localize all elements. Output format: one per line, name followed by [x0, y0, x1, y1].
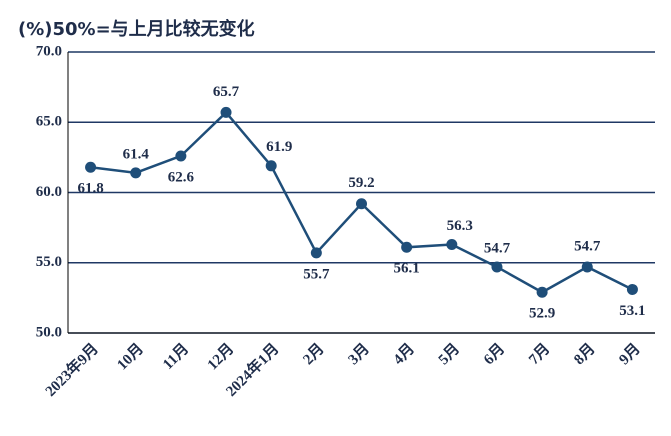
y-tick-label: 65.0: [36, 114, 62, 130]
point: [175, 150, 187, 162]
y-tick-label: 60.0: [36, 184, 62, 200]
point: [491, 261, 503, 273]
point: [446, 238, 458, 250]
point: [85, 161, 97, 173]
data-label: 54.7: [574, 238, 601, 254]
x-tick-label: 9月: [616, 340, 644, 368]
data-label: 54.7: [484, 240, 511, 256]
y-tick-label: 50.0: [36, 324, 62, 340]
data-label: 65.7: [213, 84, 240, 100]
x-tick-label: 11月: [159, 340, 192, 373]
point: [220, 106, 232, 118]
point: [265, 160, 277, 172]
point: [626, 283, 638, 295]
data-label: 52.9: [529, 306, 555, 322]
data-label: 53.1: [619, 303, 645, 319]
x-tick-label: 2月: [300, 340, 328, 368]
data-label: 61.9: [266, 139, 292, 155]
point: [581, 261, 593, 273]
y-tick-label: 70.0: [36, 43, 62, 59]
point: [130, 167, 142, 179]
x-tick-label: 2023年9月: [41, 340, 101, 400]
chart-title: (%)50%=与上月比较无变化: [18, 18, 255, 40]
point: [401, 241, 413, 253]
y-tick-label: 55.0: [36, 254, 62, 270]
data-label: 56.1: [394, 261, 420, 277]
x-tick-label: 7月: [525, 340, 553, 368]
data-label: 59.2: [348, 175, 374, 191]
x-tick-label: 8月: [571, 340, 599, 368]
data-label: 56.3: [447, 218, 473, 234]
data-label: 61.8: [77, 181, 103, 197]
data-label: 55.7: [303, 266, 330, 282]
x-tick-label: 5月: [435, 340, 463, 368]
x-tick-label: 4月: [390, 340, 418, 368]
data-label: 61.4: [123, 146, 150, 162]
x-tick-label: 12月: [204, 340, 237, 373]
x-tick-label: 10月: [114, 340, 147, 373]
x-tick-label: 6月: [480, 340, 508, 368]
point: [310, 247, 322, 259]
point: [536, 286, 548, 298]
point: [356, 198, 367, 210]
data-label: 62.6: [168, 169, 195, 185]
x-tick-label: 3月: [345, 340, 373, 368]
